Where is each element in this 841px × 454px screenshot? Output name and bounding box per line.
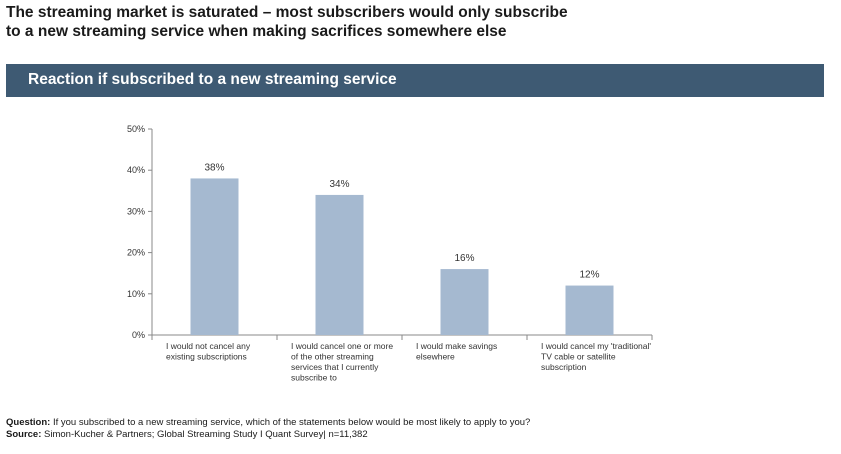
- source-label: Source:: [6, 429, 42, 440]
- category-label: I would make savings: [416, 341, 497, 351]
- footer: Question: If you subscribed to a new str…: [6, 417, 530, 441]
- y-tick-label: 50%: [127, 124, 145, 134]
- bar: [315, 194, 364, 335]
- category-label: TV cable or satellite: [541, 352, 616, 362]
- bar: [565, 285, 614, 335]
- y-tick-label: 20%: [127, 248, 145, 258]
- category-label: I would not cancel any: [166, 341, 251, 351]
- source-text: Simon-Kucher & Partners; Global Streamin…: [41, 429, 368, 440]
- bar: [190, 178, 239, 335]
- category-label: elsewhere: [416, 352, 455, 362]
- category-label: I would cancel one or more: [291, 341, 393, 351]
- bar-chart: 0% 10% 20% 30% 40% 50% 38% I would not cancel a…: [127, 124, 653, 383]
- data-label: 16%: [454, 253, 474, 264]
- question-note: Question: If you subscribed to a new str…: [6, 417, 530, 429]
- question-label: Question:: [6, 417, 51, 428]
- headline: The streaming market is saturated – most…: [6, 3, 836, 41]
- chart-title-banner: Reaction if subscribed to a new streamin…: [6, 64, 824, 97]
- y-tick-label: 0%: [132, 330, 145, 340]
- y-tick-label: 40%: [127, 165, 145, 175]
- category-label: services that I currently: [291, 362, 379, 372]
- y-tick-label: 10%: [127, 289, 145, 299]
- category-label: subscribe to: [291, 373, 337, 383]
- headline-line-2: to a new streaming service when making s…: [6, 23, 507, 40]
- category-label: subscription: [541, 362, 587, 372]
- source-note: Source: Simon-Kucher & Partners; Global …: [6, 429, 530, 441]
- bar: [440, 269, 489, 335]
- data-label: 34%: [329, 179, 349, 190]
- category-label: existing subscriptions: [166, 352, 247, 362]
- y-tick-label: 30%: [127, 206, 145, 216]
- chart-title: Reaction if subscribed to a new streamin…: [28, 71, 397, 88]
- data-label: 38%: [204, 162, 224, 173]
- question-text: If you subscribed to a new streaming ser…: [50, 417, 531, 428]
- category-label: of the other streaming: [291, 352, 374, 362]
- headline-line-1: The streaming market is saturated – most…: [6, 4, 568, 21]
- category-label: I would cancel my 'traditional': [541, 341, 651, 351]
- data-label: 12%: [579, 270, 599, 281]
